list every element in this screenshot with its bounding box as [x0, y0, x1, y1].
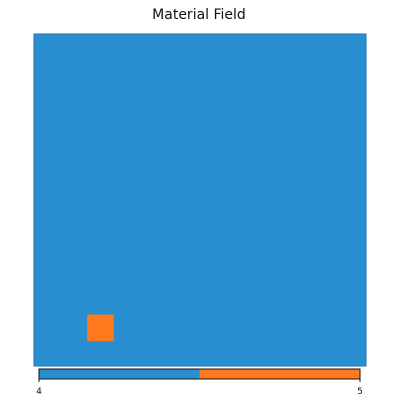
- material-field-plot: [33, 33, 367, 367]
- colorbar-frame: [38, 368, 361, 380]
- chart-title: Material Field: [152, 7, 246, 23]
- colorbar-tick-label-min: 4: [36, 387, 42, 397]
- colorbar-segment-4: [39, 369, 200, 379]
- field-background-region: [33, 33, 367, 367]
- colorbar-segment-5: [199, 369, 360, 379]
- material-region-1: [87, 314, 114, 342]
- colorbar: [38, 368, 361, 382]
- colorbar-tick-label-max: 5: [357, 387, 363, 397]
